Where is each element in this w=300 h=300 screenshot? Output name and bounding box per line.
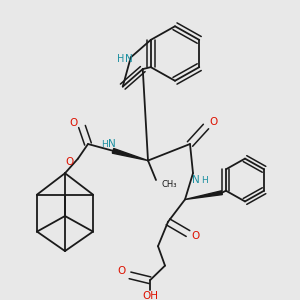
- Text: O: O: [192, 232, 200, 242]
- Text: CH₃: CH₃: [161, 180, 176, 189]
- Text: N: N: [108, 139, 116, 149]
- Polygon shape: [112, 148, 148, 160]
- Text: OH: OH: [142, 291, 158, 300]
- Text: H: H: [202, 176, 208, 184]
- Polygon shape: [185, 191, 222, 200]
- Text: O: O: [210, 117, 218, 127]
- Text: H: H: [100, 140, 107, 148]
- Text: O: O: [66, 157, 74, 166]
- Text: N: N: [192, 175, 200, 185]
- Text: N: N: [125, 54, 133, 64]
- Text: O: O: [70, 118, 78, 128]
- Text: H: H: [117, 54, 124, 64]
- Text: O: O: [118, 266, 126, 277]
